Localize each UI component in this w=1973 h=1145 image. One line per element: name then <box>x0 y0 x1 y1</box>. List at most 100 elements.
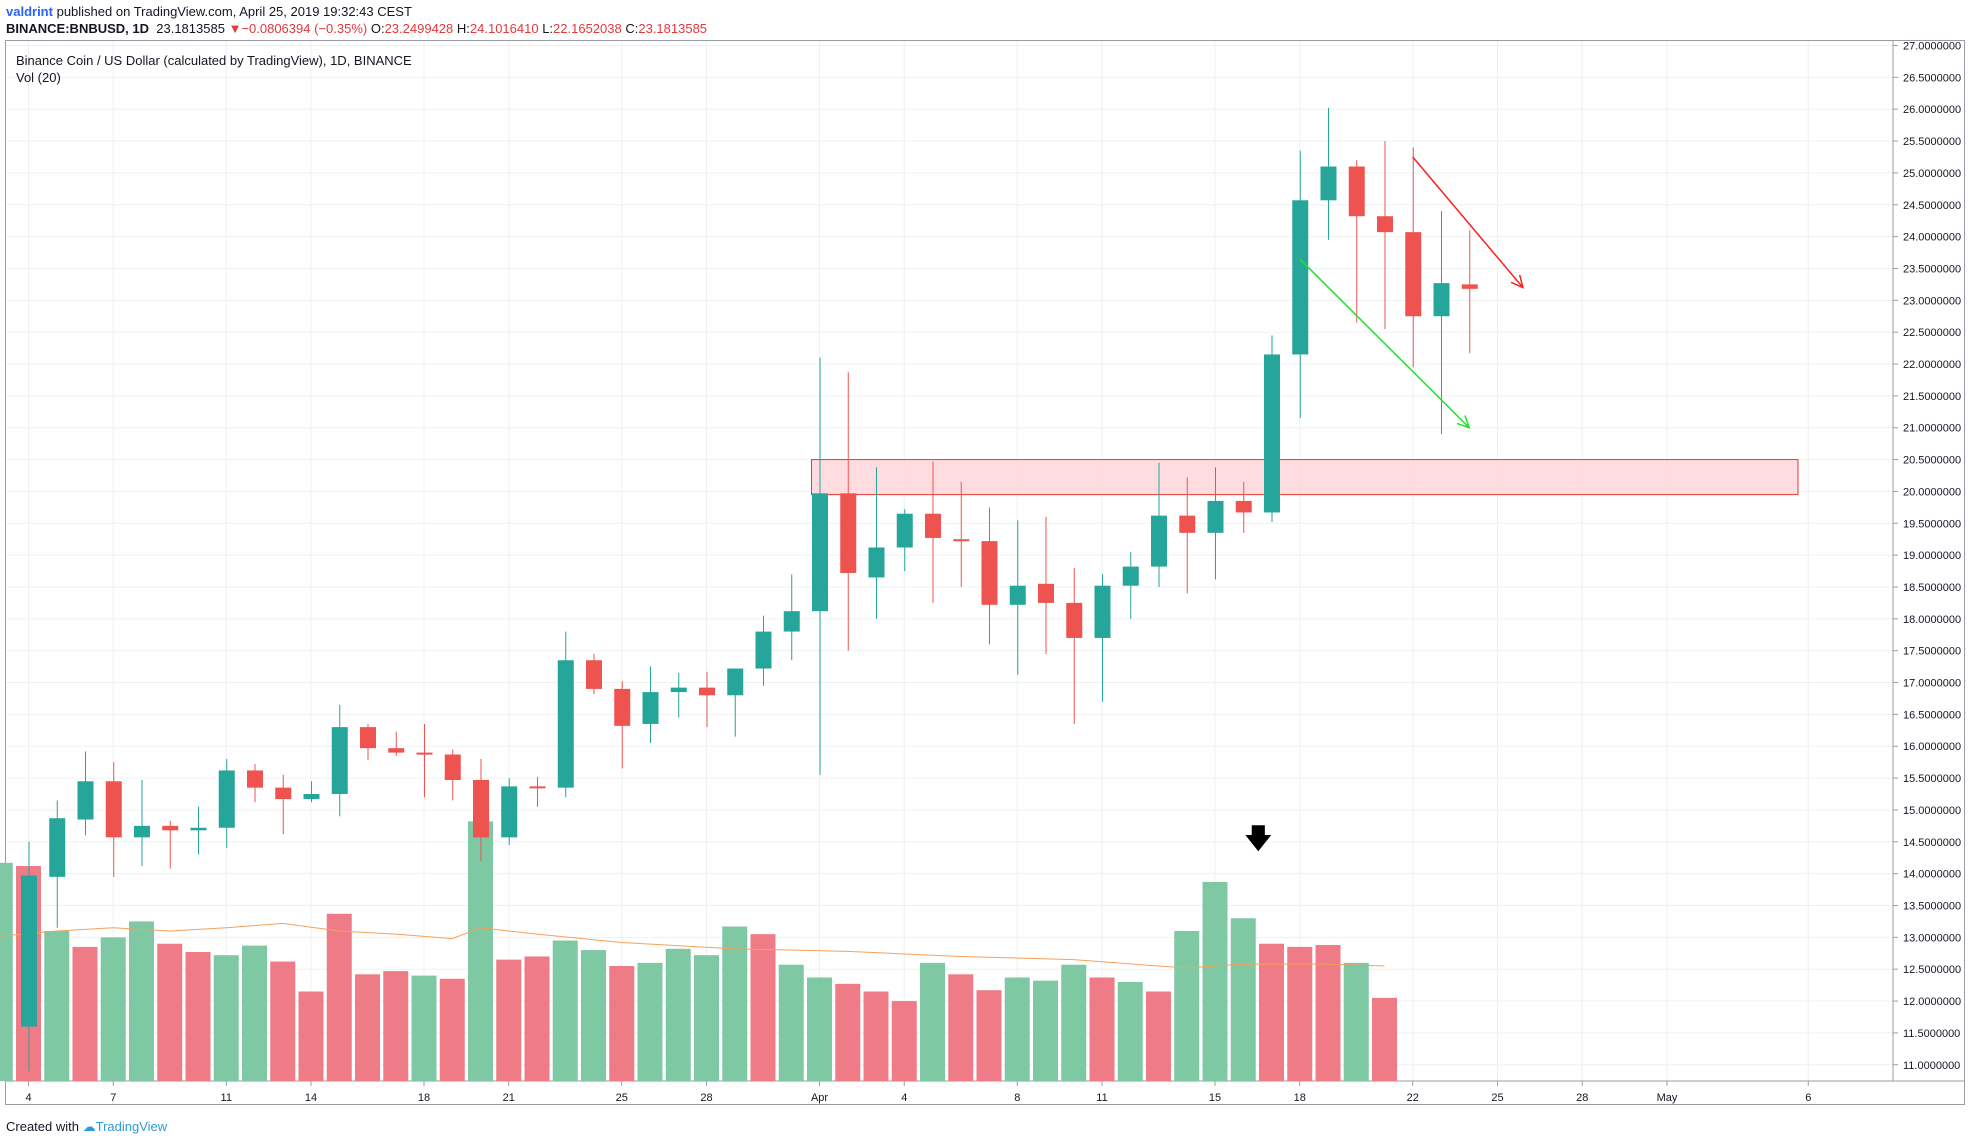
change-value: −0.0806394 (−0.35%) <box>241 21 368 36</box>
volume-bar <box>383 971 409 1081</box>
red-trend-arrow <box>1412 156 1525 289</box>
y-tick-label: 15.0000000 <box>1903 805 1961 817</box>
candle <box>1094 574 1111 702</box>
volume-bar <box>468 821 493 1081</box>
volume-bar <box>976 990 1002 1081</box>
y-tick-label: 23.0000000 <box>1903 295 1961 307</box>
y-tick-label: 23.5000000 <box>1903 263 1961 275</box>
gridlines <box>6 41 1893 1081</box>
candle-body <box>416 752 433 755</box>
volume-bar <box>1146 991 1171 1081</box>
tradingview-logo-icon[interactable]: ☁ <box>82 1119 96 1134</box>
volume-bar <box>835 983 861 1081</box>
volume-bar <box>581 950 606 1081</box>
candle <box>275 774 292 835</box>
volume-bar <box>213 955 239 1081</box>
candle <box>1461 230 1478 354</box>
candle <box>755 615 772 686</box>
volume-bar <box>1089 977 1115 1081</box>
publish-text: published on TradingView.com, April 25, … <box>56 4 412 19</box>
y-tick-label: 19.0000000 <box>1903 550 1961 562</box>
volume-bar <box>326 913 352 1081</box>
candle-body <box>77 781 94 820</box>
candle <box>670 672 687 718</box>
candles <box>21 107 1478 1072</box>
x-tick-label: Apr <box>811 1092 828 1104</box>
chart-layer: 11.0000000 11.5000000 12.0000000 12.5000000… <box>0 41 1965 1104</box>
candle <box>49 800 66 928</box>
x-tick-label: 11 <box>221 1092 232 1104</box>
candle <box>896 509 913 572</box>
candle-body <box>953 539 970 542</box>
candle <box>699 671 715 728</box>
candle-body <box>1009 585 1026 605</box>
green-trend-arrow <box>1299 258 1471 429</box>
volume-bar <box>157 943 183 1081</box>
candle <box>1264 335 1280 523</box>
volume-bar <box>1174 930 1200 1081</box>
y-tick-label: 22.5000000 <box>1903 327 1961 339</box>
candle <box>77 751 94 836</box>
candle-body <box>529 786 546 789</box>
volume-bar <box>524 956 550 1081</box>
candle-body <box>1122 566 1139 586</box>
volume-bar <box>496 959 522 1081</box>
candle-body <box>1405 232 1422 317</box>
footer: Created with ☁TradingView <box>6 1119 167 1135</box>
volume-bar <box>1061 964 1087 1081</box>
open-label: O: <box>370 21 385 36</box>
candle <box>218 758 235 849</box>
author-link[interactable]: valdrint <box>6 4 53 19</box>
candle-body <box>868 547 885 578</box>
candle-body <box>1151 515 1167 567</box>
x-tick-label: 8 <box>1014 1092 1020 1104</box>
volume-bars <box>0 821 1397 1081</box>
y-tick-label: 17.5000000 <box>1903 646 1961 658</box>
y-tick-label: 17.0000000 <box>1903 678 1961 690</box>
y-tick-label: 11.5000000 <box>1903 1028 1960 1040</box>
candle-body <box>614 688 631 726</box>
x-tick-label: 18 <box>1294 1092 1306 1104</box>
candle-body <box>134 825 150 838</box>
candle-body <box>670 687 687 693</box>
y-tick-label: 13.0000000 <box>1903 932 1961 944</box>
candle-body <box>275 787 292 800</box>
volume-bar <box>722 926 748 1081</box>
candle-body <box>247 770 263 788</box>
volume-bar <box>891 1001 917 1081</box>
y-tick-label: 12.0000000 <box>1903 996 1961 1008</box>
candle <box>1405 147 1422 368</box>
y-tick-label: 21.5000000 <box>1903 391 1961 403</box>
y-tick-label: 14.0000000 <box>1903 869 1961 881</box>
candle <box>1235 481 1252 533</box>
candle-body <box>1094 585 1111 638</box>
candle-body <box>1066 602 1083 638</box>
volume-bar <box>807 977 832 1081</box>
y-tick-label: 19.5000000 <box>1903 518 1961 530</box>
candle-body <box>360 727 376 749</box>
volume-bar <box>185 952 211 1081</box>
x-tick-label: 14 <box>305 1092 317 1104</box>
candle <box>586 653 602 695</box>
change-arrow-icon: ▼ <box>228 21 242 36</box>
candle <box>444 749 461 801</box>
candle-body <box>218 770 235 828</box>
x-tick-label: 21 <box>503 1092 515 1104</box>
candle <box>1038 516 1054 654</box>
volume-bar <box>1230 918 1256 1081</box>
x-tick-label: 28 <box>1576 1092 1588 1104</box>
candle-body <box>473 780 489 838</box>
volume-bar <box>750 934 776 1081</box>
candle <box>1320 107 1337 240</box>
y-tick-label: 15.5000000 <box>1903 773 1961 785</box>
y-tick-label: 20.0000000 <box>1903 486 1961 498</box>
last-price: 23.1813585 <box>156 21 225 36</box>
candle-body <box>1235 500 1252 513</box>
tradingview-brand[interactable]: TradingView <box>95 1119 168 1134</box>
candle <box>388 731 405 756</box>
candle-body <box>896 513 913 548</box>
open-value: 23.2499428 <box>384 21 454 36</box>
candle <box>416 723 433 798</box>
candle-body <box>699 687 715 696</box>
